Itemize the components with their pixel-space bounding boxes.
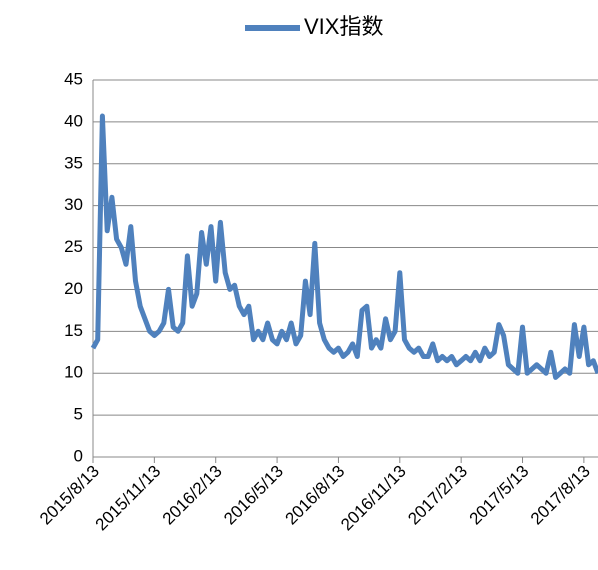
x-tick-label: 2017/8/13	[527, 462, 594, 529]
x-tick-label: 2017/5/13	[466, 462, 533, 529]
y-tick-label: 35	[64, 153, 83, 172]
legend-label: VIX指数	[304, 14, 383, 39]
data-line	[90, 113, 598, 380]
y-tick-label: 10	[64, 363, 83, 382]
y-tick-label: 0	[74, 446, 83, 465]
x-tick-label: 2017/2/13	[404, 462, 471, 529]
y-tick-label: 30	[64, 195, 83, 214]
y-tick-label: 5	[74, 405, 83, 424]
y-tick-label: 40	[64, 111, 83, 130]
x-tick-label: 2015/11/13	[92, 462, 165, 535]
y-tick-label: 25	[64, 237, 83, 256]
x-tick-label: 2016/11/13	[337, 462, 410, 535]
y-tick-label: 20	[64, 279, 83, 298]
y-tick-label: 45	[64, 69, 83, 88]
x-tick-label: 2016/5/13	[220, 462, 287, 529]
x-tick-label: 2016/2/13	[159, 462, 226, 529]
y-tick-label: 15	[64, 321, 83, 340]
